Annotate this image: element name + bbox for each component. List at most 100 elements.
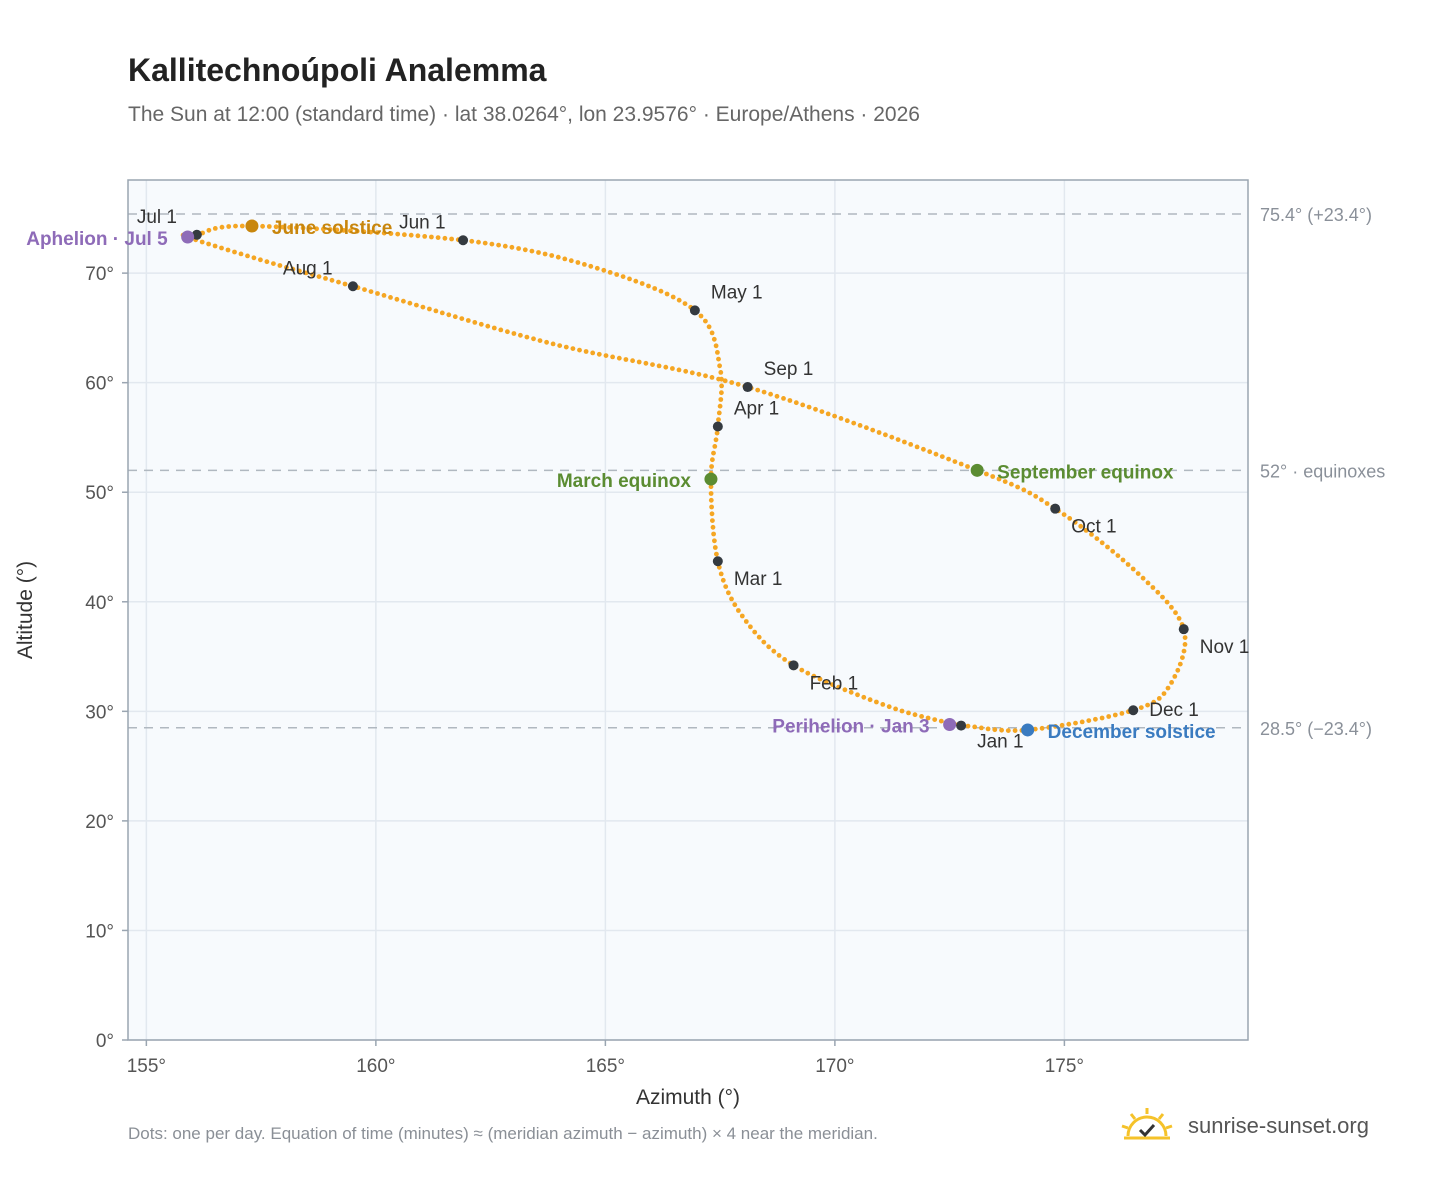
y-axis-ticks: 0° 10° 20° 30° 40° 50° 60° 70° <box>85 264 128 1052</box>
daily-sun-dot <box>297 268 302 274</box>
daily-sun-dot <box>321 226 326 232</box>
daily-sun-dot <box>714 551 719 557</box>
reference-line-label: 75.4° (+23.4°) <box>1260 205 1372 225</box>
daily-sun-dot <box>979 725 984 731</box>
daily-sun-dot <box>388 295 393 300</box>
daily-sun-dot <box>290 266 296 272</box>
month-label: Oct 1 <box>1071 517 1116 538</box>
daily-sun-dot <box>708 497 714 503</box>
daily-sun-dot <box>264 259 270 265</box>
daily-sun-dot <box>212 226 218 231</box>
daily-sun-dot <box>1089 532 1094 537</box>
daily-sun-dot <box>511 331 517 336</box>
daily-sun-dot <box>452 314 458 320</box>
daily-sun-dot <box>650 362 655 367</box>
daily-sun-dot <box>427 306 432 312</box>
month-marker <box>956 720 967 731</box>
daily-sun-dot <box>616 355 622 361</box>
daily-sun-dot <box>294 225 299 231</box>
daily-sun-dot <box>683 368 689 374</box>
daily-sun-dot <box>408 232 414 238</box>
daily-sun-dot <box>851 420 857 426</box>
y-tick-label: 40° <box>85 593 114 614</box>
daily-sun-dot <box>1135 571 1141 576</box>
daily-sun-dot <box>225 247 231 253</box>
brand-logo[interactable]: sunrise-sunset.org <box>1120 1104 1369 1148</box>
x-tick-label: 165° <box>586 1056 625 1077</box>
daily-sun-dot <box>739 613 745 619</box>
daily-sun-dot <box>990 474 996 479</box>
daily-sun-dot <box>206 241 212 247</box>
daily-sun-dot <box>1073 720 1078 726</box>
month-marker <box>191 229 202 240</box>
daily-sun-dot <box>710 518 715 523</box>
daily-sun-dot <box>446 312 452 318</box>
daily-sun-dot <box>271 261 276 266</box>
daily-sun-dot <box>719 390 724 396</box>
daily-sun-dot <box>415 233 421 239</box>
plot-frame <box>127 179 1249 1041</box>
daily-sun-dot <box>348 228 353 234</box>
month-label: Nov 1 <box>1200 637 1250 658</box>
daily-sun-dot <box>420 304 426 310</box>
daily-sun-dot <box>588 263 594 269</box>
daily-sun-dot <box>1155 589 1161 595</box>
daily-sun-dot <box>555 254 561 260</box>
daily-sun-dot <box>1145 702 1150 708</box>
daily-sun-dot <box>914 444 920 450</box>
daily-sun-dot <box>491 325 497 331</box>
daily-sun-dot <box>388 231 394 237</box>
daily-sun-dot <box>1151 699 1157 705</box>
daily-sun-dot <box>1119 711 1125 716</box>
daily-sun-dot <box>714 430 720 436</box>
daily-sun-dot <box>838 416 844 421</box>
daily-sun-dot <box>1156 696 1162 701</box>
daily-sun-dot <box>1161 691 1167 696</box>
daily-sun-dot <box>1078 523 1084 529</box>
daily-sun-dot <box>876 430 882 435</box>
x-axis-label: Azimuth (°) <box>636 1086 740 1109</box>
daily-sun-dot <box>284 265 289 270</box>
event-marker <box>943 717 957 731</box>
daily-sun-dot <box>1164 599 1170 605</box>
daily-sun-dot <box>711 336 717 342</box>
daily-sun-dot <box>670 294 676 300</box>
daily-sun-dot <box>536 250 541 255</box>
daily-sun-dot <box>925 715 931 721</box>
daily-sun-dot <box>1175 667 1181 673</box>
x-tick-label: 175° <box>1045 1056 1084 1077</box>
daily-sun-dot <box>867 697 873 703</box>
daily-sun-dot <box>712 444 718 449</box>
daily-sun-dot <box>927 449 933 455</box>
sun-check-icon <box>1120 1106 1174 1147</box>
daily-sun-dot <box>1033 493 1039 499</box>
daily-sun-dot <box>1061 512 1067 517</box>
daily-sun-dot <box>498 327 504 333</box>
month-label: Jul 1 <box>137 207 177 228</box>
daily-sun-dot <box>1140 575 1146 581</box>
daily-sun-dot <box>819 409 825 414</box>
daily-sun-dot <box>781 396 786 401</box>
daily-sun-dot <box>407 300 413 306</box>
month-label: Sep 1 <box>764 359 814 380</box>
month-label: Jan 1 <box>977 732 1023 753</box>
daily-sun-dot <box>287 225 292 230</box>
daily-sun-dot <box>342 281 348 287</box>
daily-sun-dot <box>260 223 265 229</box>
daily-sun-dot <box>652 286 658 291</box>
daily-sun-dot <box>908 442 914 447</box>
daily-sun-dot <box>732 602 738 608</box>
daily-sun-dot <box>1145 580 1151 586</box>
daily-sun-dot <box>334 227 340 233</box>
daily-sun-dot <box>857 423 863 428</box>
daily-sun-dot <box>711 450 716 456</box>
y-tick-label: 50° <box>85 483 114 504</box>
daily-sun-dot <box>1110 548 1116 554</box>
daily-sun-dot <box>310 272 315 278</box>
daily-sun-dot <box>771 648 777 654</box>
daily-sun-dot <box>482 240 488 246</box>
footnote: Dots: one per day. Equation of time (min… <box>128 1124 878 1143</box>
daily-sun-dot <box>414 302 419 308</box>
daily-sun-dot <box>1169 604 1174 610</box>
